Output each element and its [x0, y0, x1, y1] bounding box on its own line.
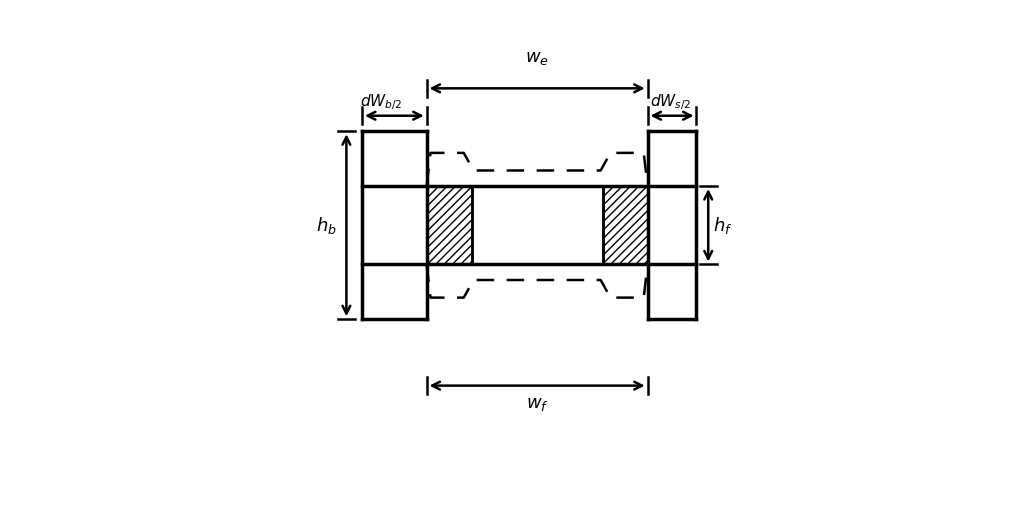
Bar [603, 186, 648, 264]
Text: $w_f$: $w_f$ [526, 395, 548, 414]
Text: $dW_{s/2}$: $dW_{s/2}$ [649, 92, 691, 112]
Text: $w_e$: $w_e$ [525, 49, 549, 67]
Text: $h_b$: $h_b$ [316, 215, 337, 236]
Text: $dW_{b/2}$: $dW_{b/2}$ [360, 92, 403, 112]
Bar [426, 186, 471, 264]
Text: $h_f$: $h_f$ [713, 215, 732, 236]
